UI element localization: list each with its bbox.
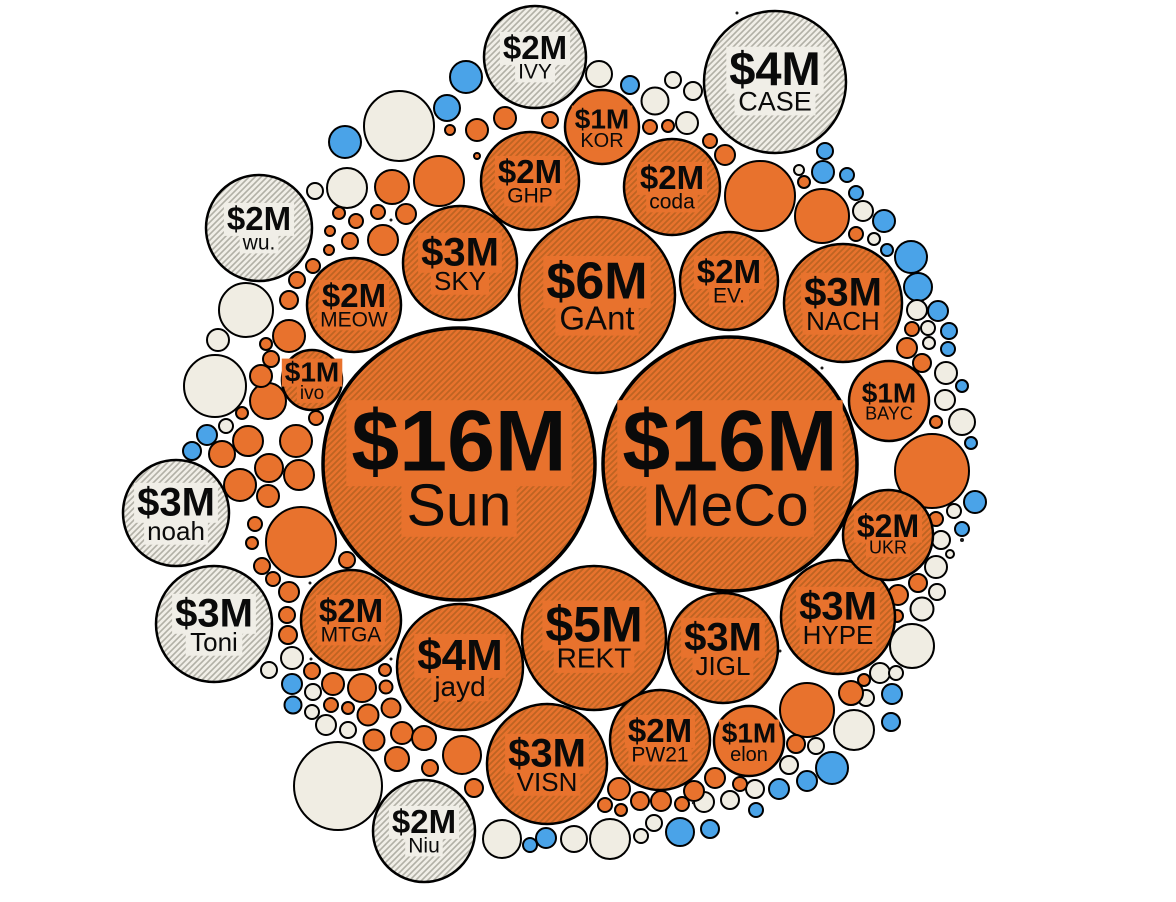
svg-text:HYPE: HYPE [803, 620, 874, 650]
svg-text:MeCo: MeCo [651, 473, 808, 539]
svg-text:$2M: $2M [227, 200, 291, 237]
svg-text:$2M: $2M [640, 159, 704, 196]
svg-text:GHP: GHP [507, 185, 553, 208]
svg-text:$5M: $5M [545, 597, 642, 653]
svg-text:MEOW: MEOW [320, 309, 388, 332]
svg-text:$1M: $1M [575, 104, 629, 135]
svg-text:$2M: $2M [697, 253, 761, 290]
svg-text:REKT: REKT [557, 643, 632, 674]
svg-text:MTGA: MTGA [321, 624, 382, 647]
svg-text:$2M: $2M [857, 508, 919, 544]
svg-text:ivo: ivo [300, 383, 324, 404]
svg-text:$1M: $1M [722, 718, 776, 749]
svg-text:Sun: Sun [407, 473, 512, 539]
svg-text:elon: elon [730, 744, 768, 766]
svg-text:$4M: $4M [729, 42, 820, 95]
svg-text:VISN: VISN [517, 767, 578, 797]
svg-text:$1M: $1M [862, 378, 916, 409]
svg-text:coda: coda [649, 191, 695, 214]
svg-text:$2M: $2M [628, 712, 692, 749]
svg-text:$3M: $3M [175, 592, 253, 636]
svg-text:$3M: $3M [684, 616, 762, 660]
svg-text:SKY: SKY [434, 266, 486, 296]
svg-text:$16M: $16M [622, 394, 837, 490]
svg-text:$3M: $3M [508, 732, 586, 776]
svg-text:$3M: $3M [799, 585, 877, 629]
svg-text:Niu: Niu [408, 835, 440, 858]
svg-text:$2M: $2M [392, 803, 456, 840]
svg-text:$2M: $2M [498, 153, 562, 190]
svg-text:UKR: UKR [869, 538, 907, 558]
svg-text:$2M: $2M [503, 29, 567, 66]
svg-text:Toni: Toni [190, 627, 238, 657]
svg-text:$4M: $4M [417, 631, 503, 680]
svg-text:$3M: $3M [137, 481, 215, 525]
svg-text:NACH: NACH [806, 306, 880, 336]
svg-text:KOR: KOR [580, 130, 623, 152]
svg-text:JIGL: JIGL [696, 651, 751, 681]
svg-text:IVY: IVY [518, 61, 552, 84]
svg-text:EV.: EV. [713, 285, 745, 308]
svg-text:$2M: $2M [319, 592, 383, 629]
svg-text:wu.: wu. [242, 232, 276, 255]
svg-text:BAYC: BAYC [865, 403, 913, 423]
svg-text:$16M: $16M [351, 394, 566, 490]
svg-text:GAnt: GAnt [559, 299, 634, 336]
svg-text:$3M: $3M [804, 271, 882, 315]
svg-text:$6M: $6M [546, 253, 647, 311]
svg-text:$2M: $2M [322, 277, 386, 314]
svg-text:PW21: PW21 [631, 744, 688, 767]
svg-text:jayd: jayd [433, 671, 485, 702]
svg-text:$1M: $1M [285, 357, 339, 388]
svg-text:$3M: $3M [421, 231, 499, 275]
svg-text:noah: noah [147, 516, 205, 546]
svg-text:CASE: CASE [738, 86, 812, 116]
